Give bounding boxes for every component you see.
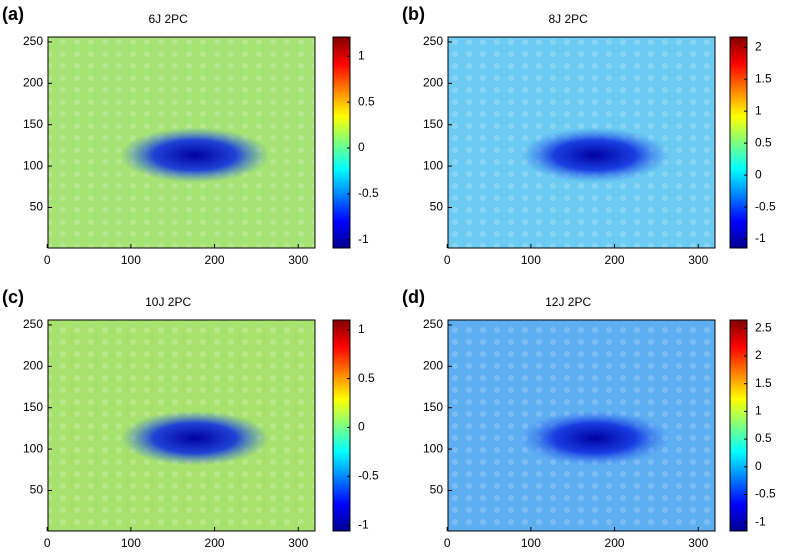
colorbar bbox=[729, 36, 748, 249]
y-tick-label: 250 bbox=[423, 317, 443, 331]
y-tick-label: 250 bbox=[423, 34, 443, 48]
colorbar-tick-label: -0.5 bbox=[755, 487, 776, 501]
x-tick-label: 200 bbox=[605, 253, 625, 267]
heatmap-feature bbox=[120, 410, 270, 466]
colorbar-tick-label: 2 bbox=[755, 39, 762, 53]
x-tick-label: 100 bbox=[521, 536, 541, 550]
x-tick-label: 0 bbox=[444, 253, 451, 267]
colorbar-tick-label: 0.5 bbox=[755, 431, 772, 445]
colorbar-tick-label: 1 bbox=[755, 404, 762, 418]
x-tick-label: 100 bbox=[121, 536, 141, 550]
colorbar-tick-label: 0.5 bbox=[358, 371, 375, 385]
colorbar-tick-label: 1 bbox=[358, 322, 365, 336]
y-tick-label: 200 bbox=[423, 76, 443, 90]
y-tick-label: 200 bbox=[423, 359, 443, 373]
y-tick-label: 100 bbox=[23, 158, 43, 172]
x-tick-label: 200 bbox=[205, 536, 225, 550]
y-tick-label: 50 bbox=[30, 200, 44, 214]
colorbar-tick-label: -0.5 bbox=[358, 468, 379, 482]
panel-label: (b) bbox=[402, 4, 425, 24]
colorbar bbox=[332, 319, 351, 532]
y-tick-label: 200 bbox=[23, 76, 43, 90]
x-tick-label: 200 bbox=[205, 253, 225, 267]
plot-frame bbox=[47, 319, 316, 532]
x-tick-label: 100 bbox=[121, 253, 141, 267]
panel-title: 6J 2PC bbox=[148, 12, 188, 26]
colorbar-tick-label: 0.5 bbox=[755, 135, 772, 149]
colorbar bbox=[729, 319, 748, 532]
colorbar-tick-label: 0 bbox=[755, 167, 762, 181]
colorbar bbox=[332, 36, 351, 249]
y-tick-label: 150 bbox=[423, 400, 443, 414]
x-tick-label: 200 bbox=[605, 536, 625, 550]
colorbar-tick-label: 0 bbox=[755, 459, 762, 473]
y-tick-label: 150 bbox=[23, 400, 43, 414]
panel-label: (d) bbox=[402, 287, 425, 307]
colorbar-tick-label: 0 bbox=[358, 140, 365, 154]
colorbar-tick-label: -0.5 bbox=[755, 199, 776, 213]
heatmap-feature bbox=[520, 127, 670, 183]
y-tick-label: 150 bbox=[423, 117, 443, 131]
x-tick-label: 0 bbox=[444, 536, 451, 550]
x-tick-label: 100 bbox=[521, 253, 541, 267]
colorbar-tick-label: -1 bbox=[755, 231, 766, 245]
panel-label: (a) bbox=[2, 4, 24, 24]
colorbar-tick-label: -1 bbox=[358, 232, 369, 246]
x-tick-label: 300 bbox=[688, 253, 708, 267]
y-tick-label: 250 bbox=[23, 317, 43, 331]
y-tick-label: 100 bbox=[423, 158, 443, 172]
panel-title: 12J 2PC bbox=[545, 295, 591, 309]
y-tick-label: 250 bbox=[23, 34, 43, 48]
colorbar-tick-label: 0.5 bbox=[358, 94, 375, 108]
colorbar-tick-label: 2 bbox=[755, 348, 762, 362]
plot-frame bbox=[447, 36, 716, 249]
plot-frame bbox=[47, 36, 316, 249]
y-tick-label: 150 bbox=[23, 117, 43, 131]
colorbar-tick-label: -0.5 bbox=[358, 186, 379, 200]
y-tick-label: 50 bbox=[30, 483, 44, 497]
x-tick-label: 300 bbox=[688, 536, 708, 550]
colorbar-tick-label: 0 bbox=[358, 420, 365, 434]
heatmap-feature bbox=[120, 127, 270, 183]
colorbar-tick-label: 1.5 bbox=[755, 376, 772, 390]
panel-title: 10J 2PC bbox=[145, 295, 191, 309]
colorbar-tick-label: -1 bbox=[358, 517, 369, 531]
colorbar-tick-label: 2.5 bbox=[755, 320, 772, 334]
y-tick-label: 50 bbox=[430, 483, 444, 497]
heatmap-feature bbox=[520, 410, 670, 466]
x-tick-label: 0 bbox=[44, 536, 51, 550]
colorbar-tick-label: 1.5 bbox=[755, 71, 772, 85]
plot-frame bbox=[447, 319, 716, 532]
y-tick-label: 50 bbox=[430, 200, 444, 214]
panel-label: (c) bbox=[2, 287, 24, 307]
x-tick-label: 300 bbox=[288, 536, 308, 550]
x-tick-label: 300 bbox=[288, 253, 308, 267]
x-tick-label: 0 bbox=[44, 253, 51, 267]
colorbar-tick-label: -1 bbox=[755, 514, 766, 528]
colorbar-tick-label: 1 bbox=[755, 103, 762, 117]
colorbar-tick-label: 1 bbox=[358, 48, 365, 62]
y-tick-label: 100 bbox=[423, 441, 443, 455]
y-tick-label: 100 bbox=[23, 441, 43, 455]
panel-title: 8J 2PC bbox=[548, 12, 588, 26]
y-tick-label: 200 bbox=[23, 359, 43, 373]
